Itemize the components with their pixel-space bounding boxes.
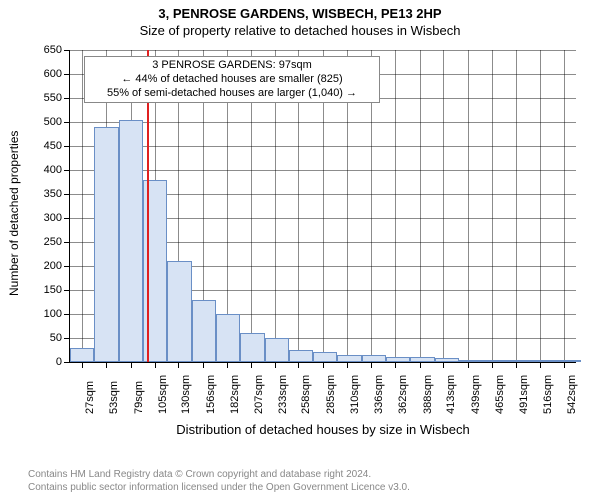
xtick-label: 491sqm bbox=[518, 375, 530, 414]
ytick-label: 0 bbox=[22, 356, 62, 368]
histogram-bar bbox=[167, 261, 191, 362]
footer-attribution: Contains HM Land Registry data © Crown c… bbox=[28, 469, 410, 494]
ytick-label: 150 bbox=[22, 284, 62, 296]
xtick-label: 413sqm bbox=[445, 375, 457, 414]
axis-bottom bbox=[70, 362, 576, 363]
xtick-label: 27sqm bbox=[84, 381, 96, 414]
xtick-label: 79sqm bbox=[133, 381, 145, 414]
gridline-v bbox=[443, 50, 444, 362]
xtick-label: 465sqm bbox=[494, 375, 506, 414]
xtick-label: 258sqm bbox=[300, 375, 312, 414]
page-subtitle: Size of property relative to detached ho… bbox=[0, 21, 600, 38]
histogram-bar bbox=[70, 348, 94, 362]
gridline-v bbox=[395, 50, 396, 362]
gridline-v bbox=[540, 50, 541, 362]
histogram-bar bbox=[94, 127, 118, 362]
xtick-label: 516sqm bbox=[542, 375, 554, 414]
xtick-label: 105sqm bbox=[157, 375, 169, 414]
ytick-label: 350 bbox=[22, 188, 62, 200]
ytick-label: 250 bbox=[22, 236, 62, 248]
x-axis-label: Distribution of detached houses by size … bbox=[70, 422, 576, 437]
ytick-label: 50 bbox=[22, 332, 62, 344]
gridline-v bbox=[516, 50, 517, 362]
footer-line: Contains public sector information licen… bbox=[28, 482, 410, 495]
histogram-bar bbox=[265, 338, 289, 362]
xtick-label: 233sqm bbox=[277, 375, 289, 414]
xtick-label: 207sqm bbox=[253, 375, 265, 414]
xtick-label: 310sqm bbox=[349, 375, 361, 414]
xtick-label: 542sqm bbox=[566, 375, 578, 414]
xtick-label: 285sqm bbox=[325, 375, 337, 414]
ytick-label: 450 bbox=[22, 140, 62, 152]
y-axis-label: Number of detached properties bbox=[7, 131, 21, 296]
gridline-v bbox=[420, 50, 421, 362]
histogram-bar bbox=[337, 355, 361, 362]
gridline-v bbox=[82, 50, 83, 362]
gridline-v bbox=[564, 50, 565, 362]
page-title: 3, PENROSE GARDENS, WISBECH, PE13 2HP bbox=[0, 0, 600, 21]
xtick-label: 156sqm bbox=[205, 375, 217, 414]
histogram-bar bbox=[313, 352, 337, 362]
gridline-v bbox=[468, 50, 469, 362]
annotation-line: 3 PENROSE GARDENS: 97sqm bbox=[89, 59, 375, 73]
ytick-label: 300 bbox=[22, 212, 62, 224]
histogram-bar bbox=[289, 350, 313, 362]
histogram-bar bbox=[119, 120, 143, 362]
histogram-bar bbox=[192, 300, 216, 362]
xtick-label: 130sqm bbox=[180, 375, 192, 414]
xtick-label: 53sqm bbox=[108, 381, 120, 414]
xtick-label: 362sqm bbox=[397, 375, 409, 414]
ytick-label: 600 bbox=[22, 68, 62, 80]
annotation-line: ← 44% of detached houses are smaller (82… bbox=[89, 73, 375, 87]
ytick-label: 200 bbox=[22, 260, 62, 272]
footer-line: Contains HM Land Registry data © Crown c… bbox=[28, 469, 410, 482]
ytick-label: 500 bbox=[22, 116, 62, 128]
ytick-label: 650 bbox=[22, 44, 62, 56]
annotation-box: 3 PENROSE GARDENS: 97sqm← 44% of detache… bbox=[84, 56, 380, 103]
ytick-label: 550 bbox=[22, 92, 62, 104]
ytick-label: 100 bbox=[22, 308, 62, 320]
annotation-line: 55% of semi-detached houses are larger (… bbox=[89, 87, 375, 101]
xtick-label: 439sqm bbox=[470, 375, 482, 414]
ytick-label: 400 bbox=[22, 164, 62, 176]
xtick-label: 388sqm bbox=[422, 375, 434, 414]
histogram-chart: 0501001502002503003504004505005506006502… bbox=[70, 50, 576, 362]
xtick-label: 336sqm bbox=[373, 375, 385, 414]
histogram-bar bbox=[362, 355, 386, 362]
xtick-label: 182sqm bbox=[229, 375, 241, 414]
histogram-bar bbox=[216, 314, 240, 362]
histogram-bar bbox=[240, 333, 264, 362]
axis-left bbox=[69, 50, 70, 362]
gridline-v bbox=[492, 50, 493, 362]
